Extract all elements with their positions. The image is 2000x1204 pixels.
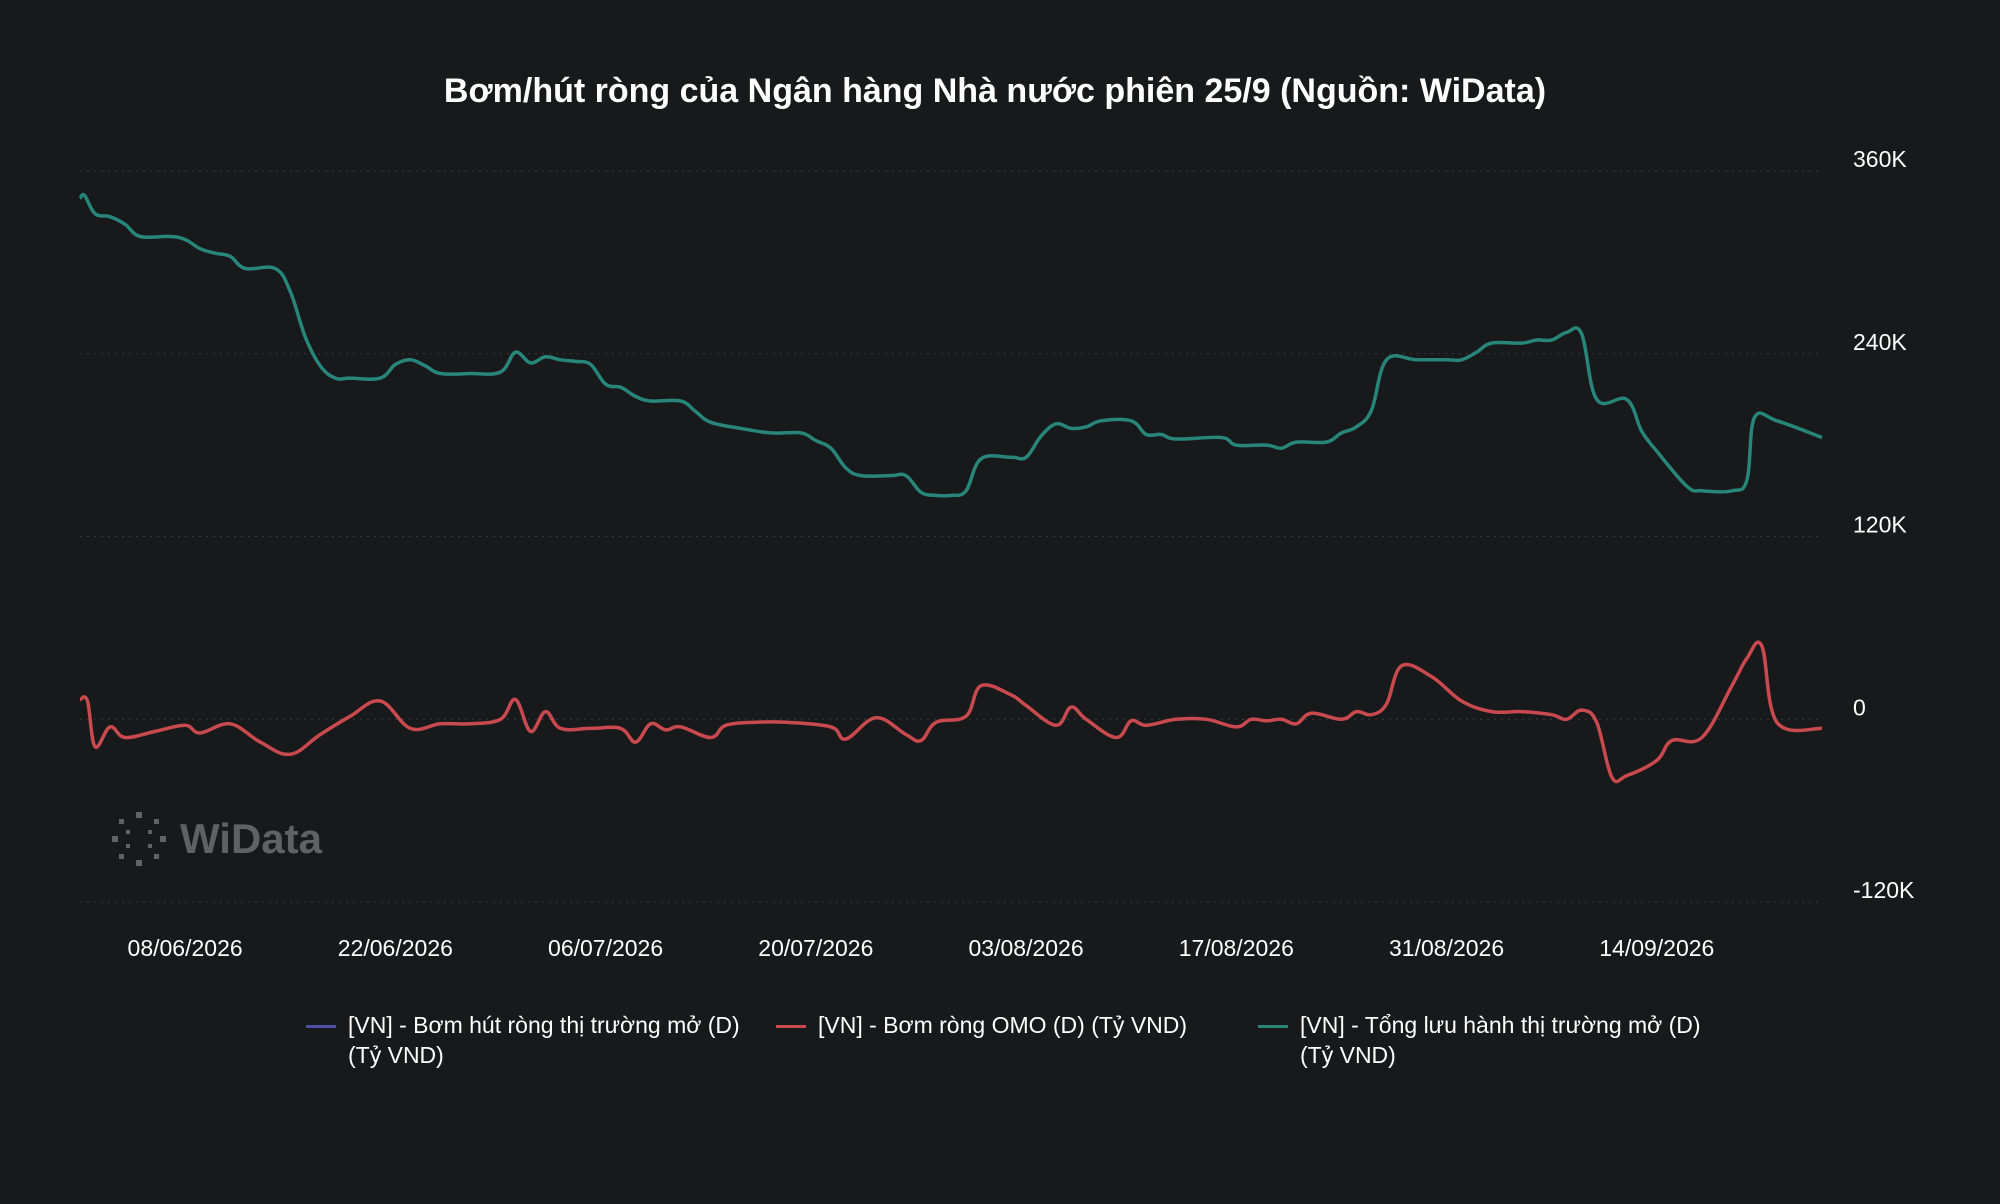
series-line-omo[interactable]: [79, 640, 1823, 784]
x-tick-label: 17/08/2026: [1179, 935, 1294, 961]
y-tick-label: 360K: [1853, 146, 1907, 172]
legend-label-omo: [VN] - Bơm ròng OMO (D) (Tỷ VND): [818, 1012, 1188, 1038]
widata-watermark: WiData: [110, 810, 322, 868]
y-tick-label: 120K: [1853, 512, 1907, 538]
watermark-text: WiData: [180, 815, 322, 862]
x-tick-label: 06/07/2026: [548, 935, 663, 961]
legend-item-omo[interactable]: [VN] - Bơm ròng OMO (D) (Tỷ VND): [776, 1010, 1187, 1040]
x-tick-label: 08/06/2026: [128, 935, 243, 961]
x-tick-label: 20/07/2026: [758, 935, 873, 961]
legend-swatch-total-outstanding: [1258, 1025, 1288, 1028]
x-tick-label: 03/08/2026: [969, 935, 1084, 961]
y-tick-label: 0: [1853, 694, 1866, 720]
y-tick-label: 240K: [1853, 329, 1907, 355]
chart-title: Bơm/hút ròng của Ngân hàng Nhà nước phiê…: [443, 72, 1547, 110]
x-tick-label: 22/06/2026: [338, 935, 453, 961]
legend-label-net-open-market: [VN] - Bơm hút ròng thị trường mở (D) (T…: [348, 1012, 740, 1068]
x-tick-label: 14/09/2026: [1599, 935, 1714, 961]
legend-label-total-outstanding: [VN] - Tổng lưu hành thị trường mở (D) (…: [1300, 1012, 1701, 1068]
y-tick-label: -120K: [1853, 877, 1915, 903]
legend-item-net-open-market[interactable]: [VN] - Bơm hút ròng thị trường mở (D) (T…: [306, 1010, 748, 1070]
legend-item-total-outstanding[interactable]: [VN] - Tổng lưu hành thị trường mở (D) (…: [1258, 1010, 1720, 1070]
series-line-total-outstanding[interactable]: [78, 192, 1823, 498]
legend-swatch-omo: [776, 1025, 806, 1028]
x-tick-label: 31/08/2026: [1389, 935, 1504, 961]
legend-swatch-net-open-market: [306, 1025, 336, 1028]
dotted-circle-logo-icon: [112, 812, 166, 866]
